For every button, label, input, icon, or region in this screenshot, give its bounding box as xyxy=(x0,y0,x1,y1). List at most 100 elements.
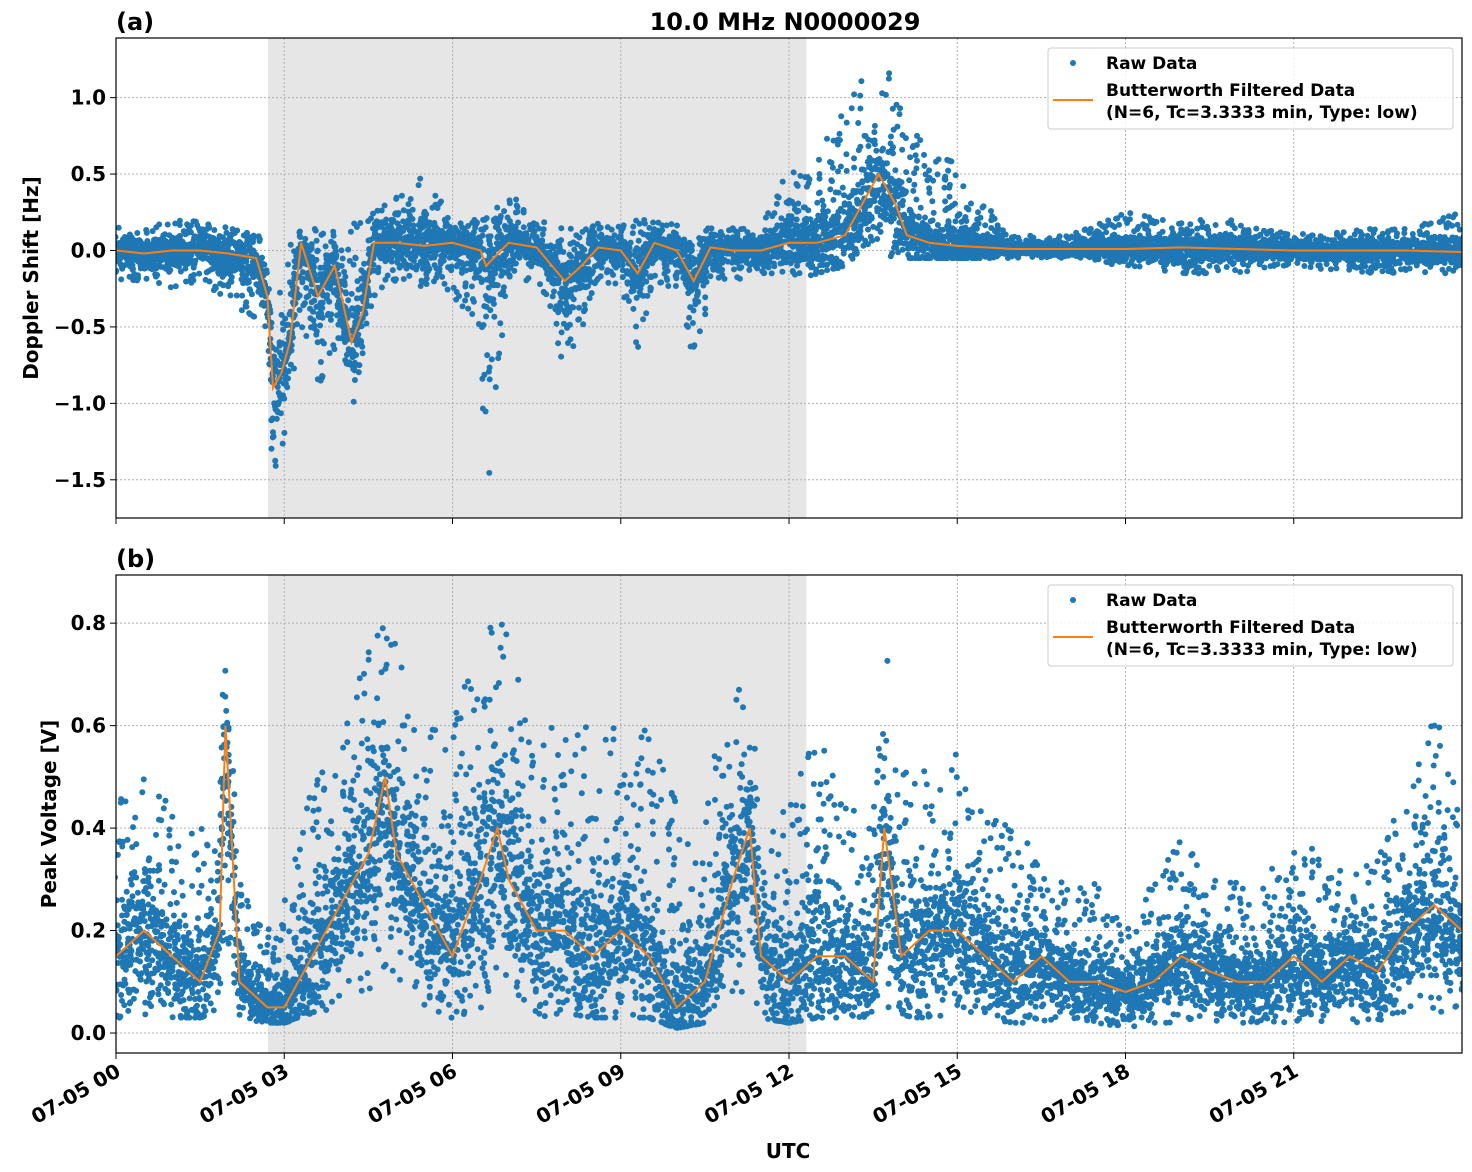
raw-data-point xyxy=(310,317,317,324)
raw-data-point xyxy=(871,137,878,144)
raw-data-point xyxy=(839,263,846,270)
raw-data-point xyxy=(570,304,577,311)
raw-data-point xyxy=(874,236,881,242)
raw-data-point xyxy=(389,219,396,226)
raw-data-point xyxy=(869,237,876,244)
raw-data-point xyxy=(664,277,671,283)
raw-data-point xyxy=(952,200,958,207)
raw-data-point xyxy=(285,321,291,328)
raw-data-point xyxy=(462,297,469,304)
raw-data-point xyxy=(672,283,679,289)
raw-data-point xyxy=(305,293,312,299)
raw-data-point xyxy=(549,293,556,300)
raw-data-point xyxy=(398,255,405,262)
raw-data-point xyxy=(378,207,385,214)
raw-data-point xyxy=(116,224,122,231)
raw-data-point xyxy=(296,233,303,240)
raw-data-point xyxy=(291,365,297,372)
raw-data-point xyxy=(444,214,451,221)
raw-data-point xyxy=(341,268,348,275)
raw-data-point xyxy=(217,290,224,297)
raw-data-point xyxy=(222,224,229,231)
raw-data-point xyxy=(465,305,472,312)
raw-data-point xyxy=(368,303,375,310)
raw-data-point xyxy=(492,384,499,391)
raw-data-point xyxy=(302,243,309,249)
raw-data-point xyxy=(773,200,780,207)
raw-data-point xyxy=(819,197,826,204)
raw-data-point xyxy=(487,233,494,240)
raw-data-point xyxy=(605,279,612,286)
raw-data-point xyxy=(413,262,420,269)
raw-data-point xyxy=(483,313,490,320)
raw-data-point xyxy=(228,278,235,285)
raw-data-point xyxy=(220,282,227,289)
raw-data-point xyxy=(483,215,490,222)
raw-data-point xyxy=(865,226,871,233)
raw-data-point xyxy=(456,293,462,300)
raw-data-point xyxy=(190,262,197,269)
raw-data-point xyxy=(851,91,858,98)
raw-data-point xyxy=(734,232,741,239)
raw-data-point xyxy=(405,201,412,208)
raw-data-point xyxy=(488,356,495,363)
raw-data-point xyxy=(223,229,230,236)
raw-data-point xyxy=(299,269,306,276)
raw-data-point xyxy=(400,276,407,282)
raw-data-point xyxy=(596,225,603,232)
raw-data-point xyxy=(790,169,797,176)
raw-data-point xyxy=(765,264,772,271)
raw-data-point xyxy=(710,266,717,273)
raw-data-point xyxy=(347,228,354,235)
raw-data-point xyxy=(143,227,150,233)
raw-data-point xyxy=(320,230,327,237)
raw-data-point xyxy=(261,261,268,268)
raw-data-point xyxy=(149,228,156,235)
raw-data-point xyxy=(858,78,865,85)
raw-data-point xyxy=(619,261,626,268)
raw-data-point xyxy=(448,263,455,270)
raw-data-point xyxy=(319,373,326,379)
raw-data-point xyxy=(130,265,136,272)
raw-data-point xyxy=(977,214,984,221)
raw-data-point xyxy=(322,243,329,250)
raw-data-point xyxy=(543,291,550,298)
raw-data-point xyxy=(338,247,345,254)
raw-data-point xyxy=(352,255,359,262)
raw-data-point xyxy=(515,219,522,226)
raw-data-point xyxy=(487,307,494,314)
raw-data-point xyxy=(134,230,141,236)
raw-data-point xyxy=(913,165,920,172)
raw-data-point xyxy=(172,283,179,290)
raw-data-point xyxy=(206,278,213,285)
raw-data-point xyxy=(409,206,416,213)
raw-data-point xyxy=(695,298,702,305)
raw-data-point xyxy=(462,280,469,287)
raw-data-point xyxy=(187,222,194,229)
raw-data-point xyxy=(625,298,632,304)
raw-data-point xyxy=(836,130,843,137)
raw-data-point xyxy=(633,323,640,330)
raw-data-point xyxy=(731,266,737,273)
raw-data-point xyxy=(886,70,893,77)
raw-data-point xyxy=(233,292,240,299)
raw-data-point xyxy=(633,339,640,346)
raw-data-point xyxy=(415,182,422,189)
raw-data-point xyxy=(270,433,277,440)
raw-data-point xyxy=(650,219,657,226)
raw-data-point xyxy=(880,145,886,152)
raw-data-point xyxy=(630,305,637,312)
raw-data-point xyxy=(388,258,395,265)
raw-data-point xyxy=(520,224,527,231)
raw-data-point xyxy=(857,105,864,112)
y-axis-label-b: Peak Voltage [V] xyxy=(37,720,61,909)
raw-data-point xyxy=(265,286,272,293)
raw-data-point xyxy=(288,347,295,354)
chart-title: 10.0 MHz N0000029 xyxy=(650,8,921,36)
raw-data-point xyxy=(625,241,632,248)
raw-data-point xyxy=(952,218,959,225)
raw-data-point xyxy=(664,267,671,274)
raw-data-point xyxy=(973,225,980,232)
raw-data-point xyxy=(339,255,346,262)
